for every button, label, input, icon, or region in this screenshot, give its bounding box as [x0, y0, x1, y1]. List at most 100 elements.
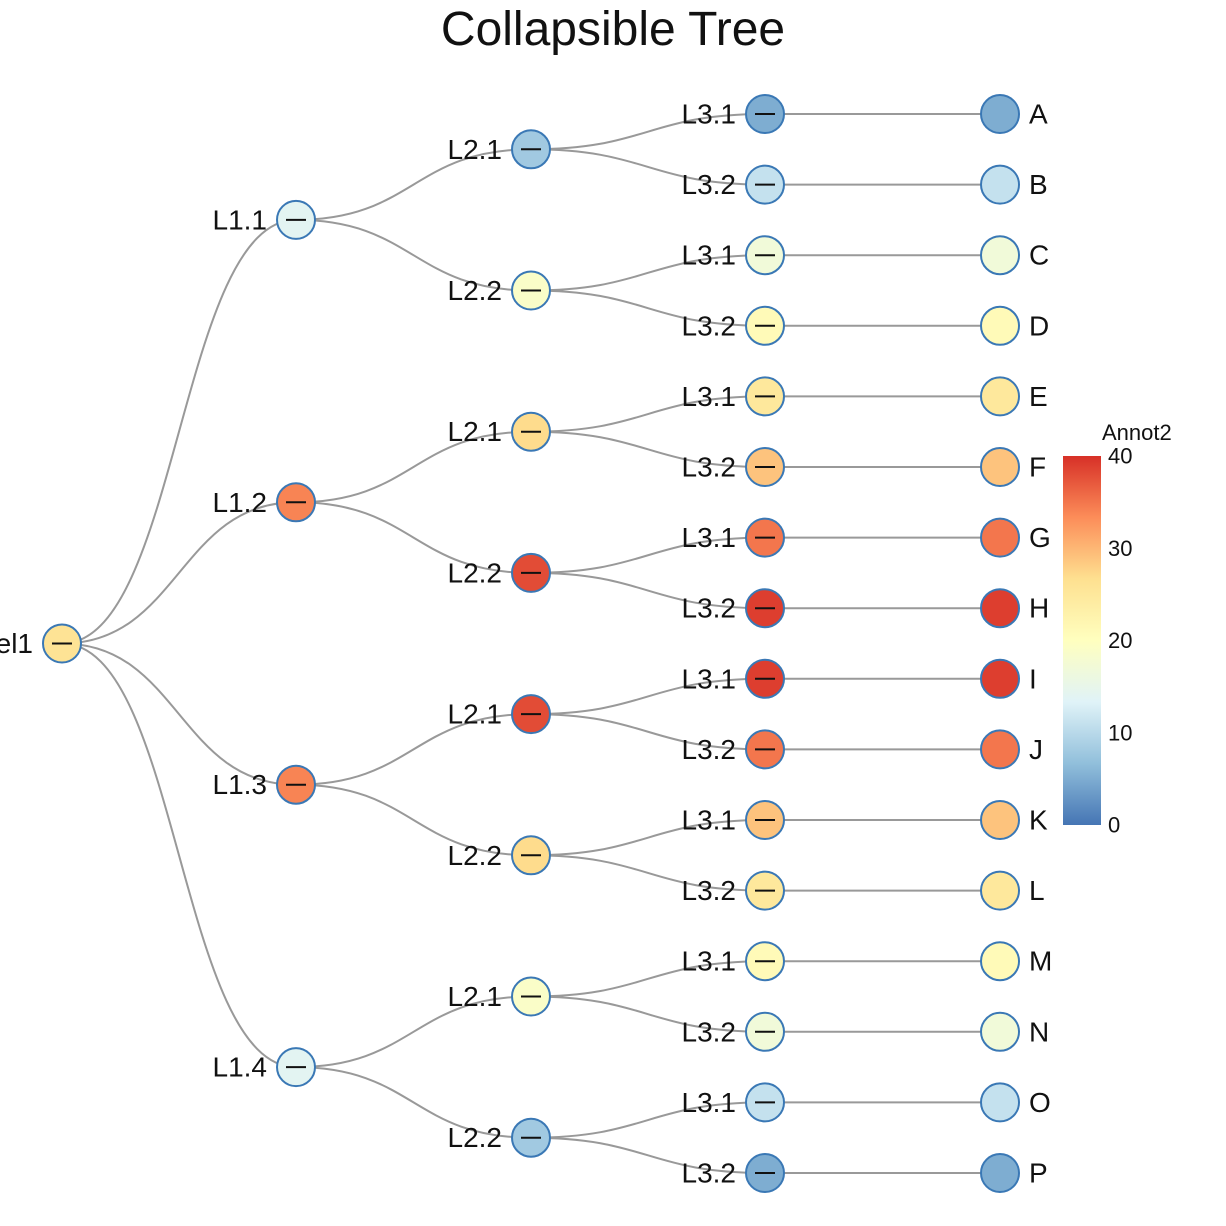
node-circle[interactable]	[980, 658, 1020, 699]
node-circle[interactable]	[745, 588, 785, 629]
tree-node[interactable]: L3.2	[682, 588, 785, 629]
leaf-node[interactable]: J	[980, 729, 1043, 770]
node-circle[interactable]	[980, 800, 1020, 840]
tree-node[interactable]: L2.2	[448, 552, 551, 593]
node-circle[interactable]	[745, 870, 785, 911]
node-circle[interactable]	[511, 129, 551, 170]
tree-node[interactable]: L3.2	[682, 729, 785, 770]
node-circle[interactable]	[980, 1082, 1020, 1123]
node-circle[interactable]	[980, 164, 1020, 205]
node-label: L2.2	[448, 275, 503, 306]
node-circle[interactable]	[980, 1153, 1020, 1193]
node-label: L1.2	[213, 487, 268, 518]
node-circle[interactable]	[980, 870, 1020, 911]
node-circle[interactable]	[980, 305, 1020, 346]
legend-title: Annot2	[1102, 420, 1172, 445]
node-circle[interactable]	[745, 1153, 785, 1193]
tree-node[interactable]: L2.1	[448, 129, 551, 170]
tree-node[interactable]: L3.2	[682, 447, 785, 487]
leaf-node[interactable]: N	[980, 1011, 1049, 1052]
node-circle[interactable]	[511, 411, 551, 452]
tree-node[interactable]: L3.1	[682, 658, 785, 699]
tree-node[interactable]: L3.2	[682, 870, 785, 911]
node-circle[interactable]	[42, 623, 82, 664]
tree-node[interactable]: L3.2	[682, 305, 785, 346]
node-circle[interactable]	[745, 658, 785, 699]
node-label: L3.1	[682, 522, 737, 553]
tree-node[interactable]: L2.1	[448, 694, 551, 735]
legend-ticks: 0 10 20 30 40	[1108, 444, 1132, 838]
leaf-node[interactable]: D	[980, 305, 1049, 346]
node-circle[interactable]	[745, 235, 785, 276]
leaf-node[interactable]: F	[980, 447, 1046, 487]
node-circle[interactable]	[980, 447, 1020, 487]
tree-node[interactable]: L1.3	[213, 764, 316, 805]
leaf-node[interactable]: C	[980, 235, 1049, 276]
tree-node[interactable]: L3.2	[682, 1153, 785, 1193]
tree-node[interactable]: L3.1	[682, 800, 785, 840]
leaf-node[interactable]: O	[980, 1082, 1051, 1123]
node-circle[interactable]	[511, 1117, 551, 1158]
node-circle[interactable]	[745, 94, 785, 134]
tree-node[interactable]: L3.2	[682, 1011, 785, 1052]
node-circle[interactable]	[745, 1082, 785, 1123]
tree-node[interactable]: L3.1	[682, 517, 785, 558]
leaf-node[interactable]: B	[980, 164, 1048, 205]
node-circle[interactable]	[276, 482, 316, 523]
node-circle[interactable]	[980, 941, 1020, 982]
leaf-node[interactable]: A	[980, 94, 1048, 134]
leaf-node[interactable]: P	[980, 1153, 1048, 1193]
tree-node[interactable]: L1.4	[213, 1047, 316, 1088]
node-circle[interactable]	[276, 764, 316, 805]
node-circle[interactable]	[276, 199, 316, 240]
tree-node[interactable]: L1.1	[213, 199, 316, 240]
node-circle[interactable]	[745, 376, 785, 417]
tree-node[interactable]: L1.2	[213, 482, 316, 523]
node-label: B	[1029, 169, 1048, 200]
leaf-node[interactable]: I	[980, 658, 1037, 699]
leaf-node[interactable]: E	[980, 376, 1048, 417]
tree-node[interactable]: L3.1	[682, 1082, 785, 1123]
leaf-node[interactable]: H	[980, 588, 1049, 629]
node-circle[interactable]	[980, 588, 1020, 629]
leaf-node[interactable]: K	[980, 800, 1048, 840]
tree-node[interactable]: L3.1	[682, 94, 785, 134]
tree-node[interactable]: L2.1	[448, 411, 551, 452]
tree-node[interactable]: el1	[0, 623, 82, 664]
node-circle[interactable]	[745, 447, 785, 487]
tree-link	[61, 642, 297, 786]
node-circle[interactable]	[511, 552, 551, 593]
tree-node[interactable]: L2.1	[448, 976, 551, 1017]
node-circle[interactable]	[980, 376, 1020, 417]
node-circle[interactable]	[276, 1047, 316, 1088]
node-circle[interactable]	[745, 729, 785, 770]
tree-node[interactable]: L2.2	[448, 835, 551, 876]
leaf-node[interactable]: L	[980, 870, 1045, 911]
chart-title: Collapsible Tree	[440, 3, 786, 56]
tree-node[interactable]: L3.1	[682, 941, 785, 982]
tree-link	[530, 430, 766, 468]
node-circle[interactable]	[980, 94, 1020, 134]
node-label: N	[1029, 1016, 1049, 1047]
tree-node[interactable]: L2.2	[448, 270, 551, 311]
node-circle[interactable]	[745, 517, 785, 558]
tree-node[interactable]: L3.1	[682, 376, 785, 417]
node-circle[interactable]	[511, 694, 551, 735]
tree-node[interactable]: L2.2	[448, 1117, 551, 1158]
node-circle[interactable]	[511, 270, 551, 311]
node-circle[interactable]	[980, 235, 1020, 276]
node-circle[interactable]	[745, 1011, 785, 1052]
node-circle[interactable]	[980, 1011, 1020, 1052]
leaf-node[interactable]: M	[980, 941, 1052, 982]
node-circle[interactable]	[511, 976, 551, 1017]
tree-node[interactable]: L3.1	[682, 235, 785, 276]
node-circle[interactable]	[980, 729, 1020, 770]
node-circle[interactable]	[980, 517, 1020, 558]
node-circle[interactable]	[745, 941, 785, 982]
node-circle[interactable]	[745, 164, 785, 205]
tree-node[interactable]: L3.2	[682, 164, 785, 205]
leaf-node[interactable]: G	[980, 517, 1051, 558]
node-circle[interactable]	[745, 800, 785, 840]
node-circle[interactable]	[745, 305, 785, 346]
node-circle[interactable]	[511, 835, 551, 876]
